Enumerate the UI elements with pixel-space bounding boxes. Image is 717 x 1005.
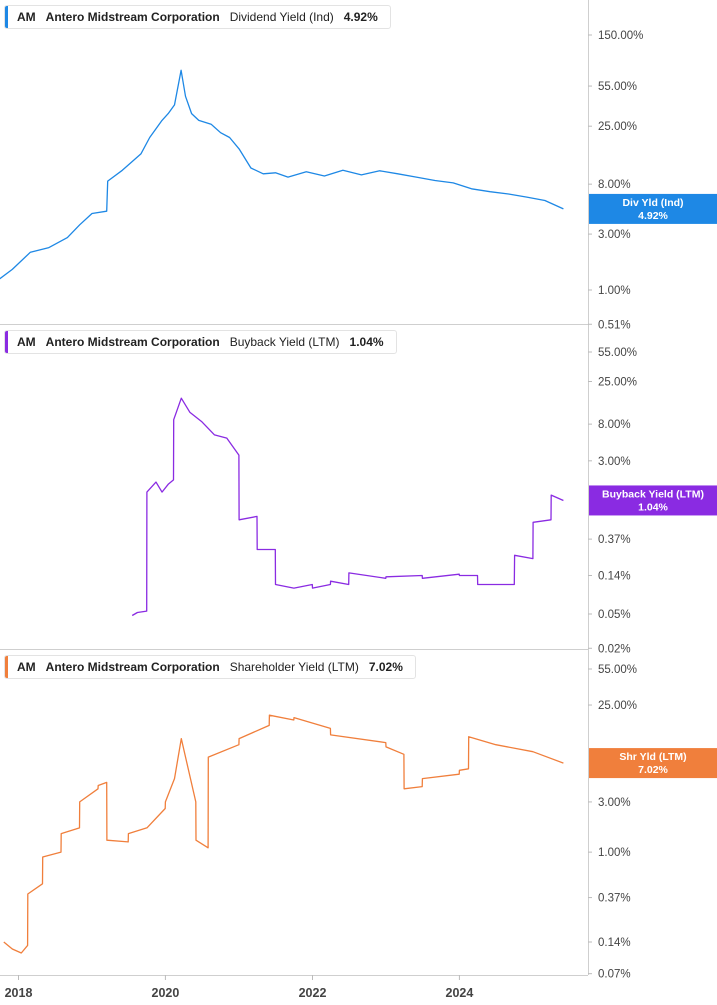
value-badge (589, 193, 717, 224)
shareholder-yield-header: AM Antero Midstream Corporation Sharehol… (4, 655, 416, 679)
metric-value: 1.04% (349, 335, 384, 349)
value-badge-value: 4.92% (638, 210, 668, 222)
y-tick-label: 0.14% (598, 570, 631, 582)
company-name: Antero Midstream Corporation (45, 335, 220, 349)
y-tick-label: 25.00% (598, 121, 637, 133)
metric-value: 7.02% (368, 660, 403, 674)
ticker-label: AM (17, 335, 36, 349)
metric-name: Dividend Yield (Ind) (229, 10, 334, 24)
y-tick-label: 0.51% (598, 319, 631, 331)
x-tick-label: 2018 (5, 986, 33, 1000)
y-tick-label: 0.37% (598, 534, 631, 546)
x-tick-label: 2022 (299, 986, 327, 1000)
x-tick-label: 2024 (446, 986, 474, 1000)
y-tick-label: 0.37% (598, 893, 631, 905)
y-tick-label: 25.00% (598, 700, 637, 712)
y-tick-label: 55.00% (598, 81, 637, 93)
metric-value: 4.92% (343, 10, 378, 24)
value-badge-label: Buyback Yield (LTM) (602, 488, 704, 500)
y-tick-label: 8.00% (598, 179, 631, 191)
y-tick-label: 55.00% (598, 664, 637, 676)
value-badge-value: 1.04% (638, 501, 668, 513)
y-tick-label: 1.00% (598, 285, 631, 297)
y-tick-label: 0.02% (598, 643, 631, 655)
y-tick-label: 8.00% (598, 419, 631, 431)
y-tick-label: 55.00% (598, 347, 637, 359)
value-badge-value: 7.02% (638, 764, 668, 776)
metric-name: Buyback Yield (LTM) (229, 335, 340, 349)
shareholder-color-swatch (5, 656, 8, 678)
buyback-color-swatch (5, 331, 8, 353)
y-tick-label: 3.00% (598, 797, 631, 809)
value-badge (589, 485, 717, 516)
y-tick-label: 0.14% (598, 937, 631, 949)
y-tick-label: 3.00% (598, 229, 631, 241)
dividend-color-swatch (5, 6, 8, 28)
ticker-label: AM (17, 10, 36, 24)
metric-name: Shareholder Yield (LTM) (229, 660, 359, 674)
company-name: Antero Midstream Corporation (45, 10, 220, 24)
series-line (0, 69, 564, 280)
series-line (3, 714, 564, 954)
value-badge (589, 748, 717, 779)
y-tick-label: 1.00% (598, 847, 631, 859)
y-tick-label: 150.00% (598, 30, 643, 42)
value-badge-label: Div Yld (Ind) (622, 197, 683, 209)
y-tick-label: 3.00% (598, 456, 631, 468)
series-line (131, 397, 564, 617)
ticker-label: AM (17, 660, 36, 674)
buyback-yield-header: AM Antero Midstream Corporation Buyback … (4, 330, 397, 354)
dividend-yield-header: AM Antero Midstream Corporation Dividend… (4, 5, 391, 29)
y-tick-label: 25.00% (598, 376, 637, 388)
company-name: Antero Midstream Corporation (45, 660, 220, 674)
y-tick-label: 0.05% (598, 609, 631, 621)
value-badge-label: Shr Yld (LTM) (619, 751, 686, 763)
y-tick-label: 0.07% (598, 969, 631, 981)
x-tick-label: 2020 (152, 986, 180, 1000)
